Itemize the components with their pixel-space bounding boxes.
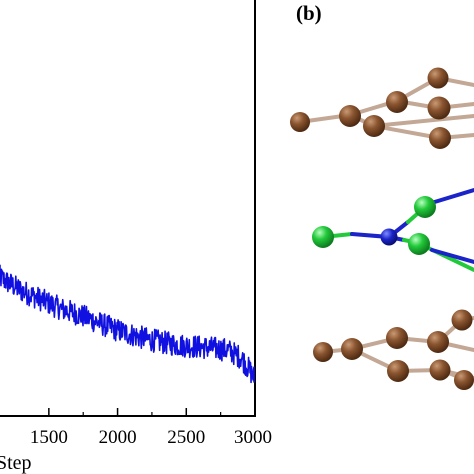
carbon-atom: [454, 370, 474, 390]
chlorine-atom: [312, 226, 334, 248]
molecular-structure: (b): [290, 1, 474, 390]
ncl3-molecule: [312, 188, 474, 272]
carbon-atom: [387, 360, 409, 382]
chlorine-atom: [408, 233, 430, 255]
carbon-atom: [429, 127, 451, 149]
carbon-atom: [429, 359, 451, 381]
series-line: [0, 264, 255, 384]
x-tick-label: 1500: [30, 427, 68, 448]
ncl3-bonds: [321, 188, 474, 272]
x-axis-label: Step: [0, 452, 32, 474]
carbon-atom: [363, 115, 385, 137]
chlorine-atom: [414, 196, 436, 218]
x-tick-label: 2000: [99, 427, 137, 448]
carbon-atom: [386, 91, 408, 113]
bottom-carbon-layer: [313, 309, 474, 390]
carbon-atom: [427, 67, 449, 89]
carbon-atom: [427, 96, 451, 120]
bottom-layer-atoms: [313, 309, 474, 390]
carbon-atom: [341, 338, 363, 360]
carbon-atom: [339, 105, 361, 127]
carbon-atom: [427, 331, 449, 353]
plot-frame: [0, 0, 256, 417]
x-axis-ticks: 1500 2000 2500 3000: [30, 408, 272, 448]
carbon-atom: [290, 112, 310, 132]
x-tick-label: 2500: [167, 427, 205, 448]
top-layer-atoms: [290, 67, 451, 149]
carbon-atom: [386, 327, 408, 349]
energy-plot: 1500 2000 2500 3000 Step: [0, 0, 272, 474]
top-carbon-layer: [290, 67, 474, 149]
panel-b-label: (b): [296, 1, 322, 25]
carbon-atom: [313, 342, 333, 362]
nitrogen-atom: [380, 228, 398, 246]
carbon-atom: [451, 309, 473, 331]
x-tick-label: 3000: [234, 427, 272, 448]
